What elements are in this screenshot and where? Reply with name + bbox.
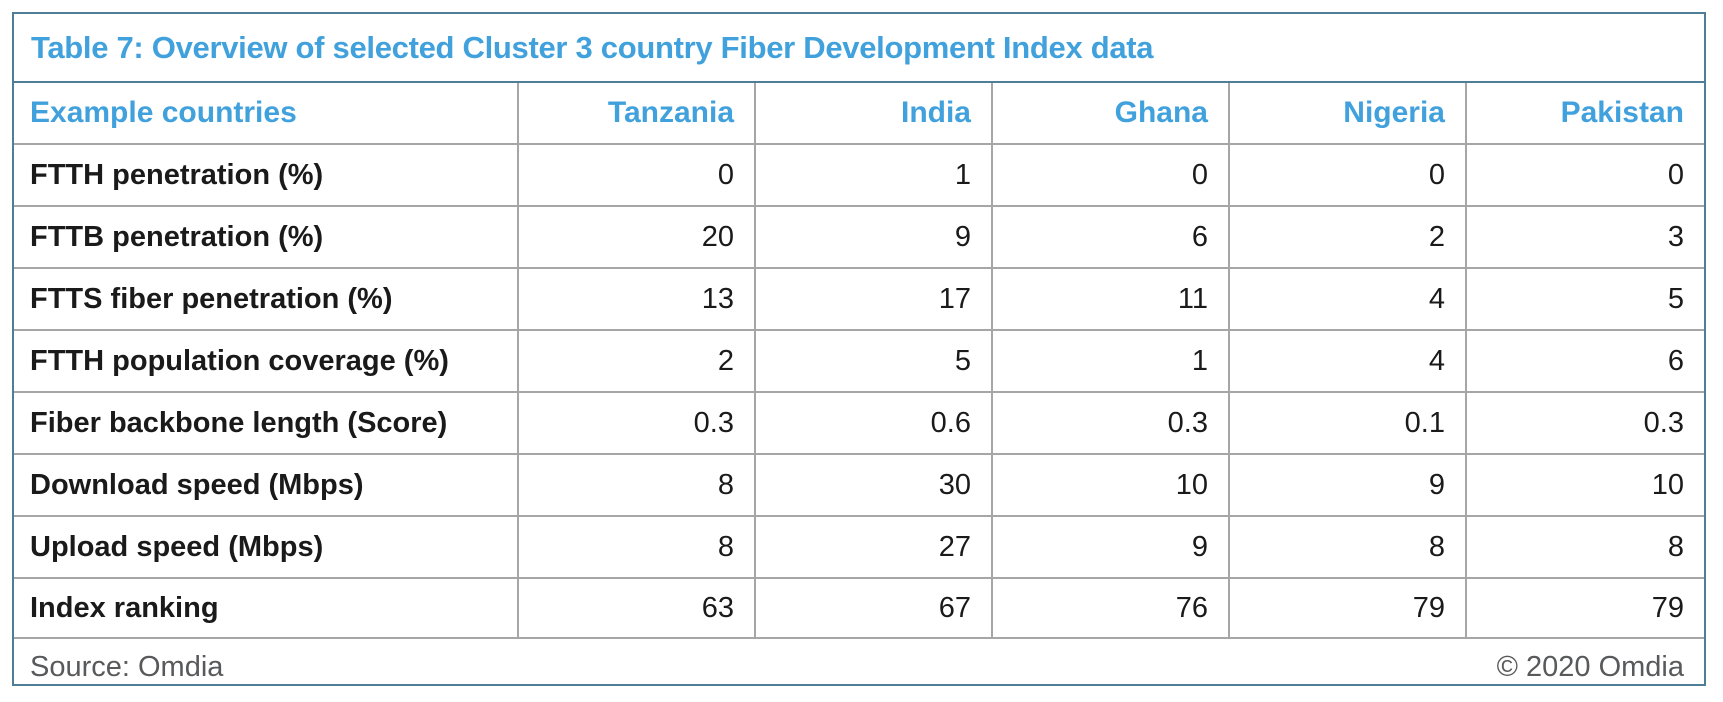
cell-value: 3 bbox=[1667, 220, 1684, 253]
cell-value: 9 bbox=[756, 207, 993, 267]
cell-value: 20 bbox=[519, 207, 756, 267]
cell-value: 11 bbox=[993, 269, 1230, 329]
table-title: Table 7: Overview of selected Cluster 3 … bbox=[14, 14, 1704, 83]
cell-value: 2 bbox=[1230, 207, 1467, 267]
header-india: India bbox=[756, 83, 993, 143]
cell-value: 10 bbox=[1651, 468, 1684, 501]
header-pakistan: Pakistan bbox=[1560, 96, 1684, 129]
table-row: Index ranking 63 67 76 79 79 bbox=[14, 579, 1704, 639]
row-label: Upload speed (Mbps) bbox=[14, 517, 519, 577]
cell-value: 1 bbox=[756, 145, 993, 205]
row-label: Index ranking bbox=[14, 579, 519, 637]
cell-value: 27 bbox=[756, 517, 993, 577]
copyright-text: © 2020 Omdia bbox=[1496, 651, 1684, 683]
cell-value: 9 bbox=[993, 517, 1230, 577]
row-label: FTTH population coverage (%) bbox=[14, 331, 519, 391]
cell-value: 6 bbox=[1667, 344, 1684, 377]
cell-value: 79 bbox=[1230, 579, 1467, 637]
cell-value: 76 bbox=[993, 579, 1230, 637]
table-row: Upload speed (Mbps) 8 27 9 8 8 bbox=[14, 517, 1704, 579]
source-text: Source: Omdia bbox=[30, 651, 224, 683]
cell-value: 8 bbox=[1667, 530, 1684, 563]
cell-value: 30 bbox=[756, 455, 993, 515]
cell-value: 4 bbox=[1230, 331, 1467, 391]
table-header-row: Example countries Tanzania India Ghana N… bbox=[14, 83, 1704, 145]
cell-value: 0 bbox=[519, 145, 756, 205]
cell-value: 8 bbox=[519, 455, 756, 515]
cell-value: 0.3 bbox=[1643, 406, 1684, 439]
table-row: FTTB penetration (%) 20 9 6 2 3 bbox=[14, 207, 1704, 269]
cell-value: 8 bbox=[519, 517, 756, 577]
fiber-development-index-table: Table 7: Overview of selected Cluster 3 … bbox=[12, 12, 1706, 686]
row-label: FTTS fiber penetration (%) bbox=[14, 269, 519, 329]
cell-value: 63 bbox=[519, 579, 756, 637]
cell-value: 0.3 bbox=[993, 393, 1230, 453]
table-row: FTTH penetration (%) 0 1 0 0 0 bbox=[14, 145, 1704, 207]
cell-value: 1 bbox=[993, 331, 1230, 391]
row-label: FTTH penetration (%) bbox=[14, 145, 519, 205]
header-tanzania: Tanzania bbox=[519, 83, 756, 143]
cell-value: 0.6 bbox=[756, 393, 993, 453]
cell-value: 0 bbox=[993, 145, 1230, 205]
cell-value: 67 bbox=[756, 579, 993, 637]
cell-value: 0.1 bbox=[1230, 393, 1467, 453]
cell-value: 9 bbox=[1230, 455, 1467, 515]
cell-value: 10 bbox=[993, 455, 1230, 515]
cell-value: 79 bbox=[1651, 591, 1684, 624]
cell-value: 8 bbox=[1230, 517, 1467, 577]
row-label: Download speed (Mbps) bbox=[14, 455, 519, 515]
table-row: Fiber backbone length (Score) 0.3 0.6 0.… bbox=[14, 393, 1704, 455]
cell-value: 2 bbox=[519, 331, 756, 391]
table-row: FTTS fiber penetration (%) 13 17 11 4 5 bbox=[14, 269, 1704, 331]
header-example-countries: Example countries bbox=[14, 83, 519, 143]
row-label: FTTB penetration (%) bbox=[14, 207, 519, 267]
cell-value: 6 bbox=[993, 207, 1230, 267]
row-label: Fiber backbone length (Score) bbox=[14, 393, 519, 453]
cell-value: 4 bbox=[1230, 269, 1467, 329]
table-row: FTTH population coverage (%) 2 5 1 4 6 bbox=[14, 331, 1704, 393]
cell-value: 5 bbox=[756, 331, 993, 391]
cell-value: 5 bbox=[1667, 282, 1684, 315]
table-row: Download speed (Mbps) 8 30 10 9 10 bbox=[14, 455, 1704, 517]
cell-value: 0.3 bbox=[519, 393, 756, 453]
cell-value: 17 bbox=[756, 269, 993, 329]
header-nigeria: Nigeria bbox=[1230, 83, 1467, 143]
cell-value: 0 bbox=[1667, 158, 1684, 191]
cell-value: 13 bbox=[519, 269, 756, 329]
cell-value: 0 bbox=[1230, 145, 1467, 205]
table-footer: Source: Omdia © 2020 Omdia bbox=[14, 639, 1704, 696]
header-ghana: Ghana bbox=[993, 83, 1230, 143]
